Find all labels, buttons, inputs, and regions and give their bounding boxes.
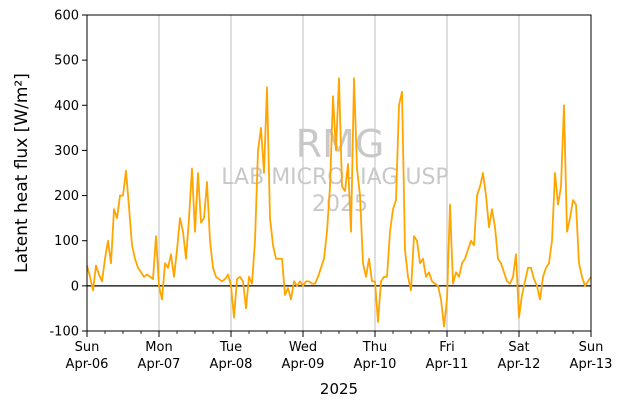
x-tick-date: Apr-10 (354, 357, 397, 372)
y-tick-label: 100 (54, 234, 79, 249)
x-tick-day: Fri (439, 340, 455, 355)
y-tick-label: 600 (54, 9, 79, 24)
x-tick-date: Apr-08 (210, 357, 253, 372)
y-tick-label: 300 (54, 144, 79, 159)
x-tick-day: Sun (579, 340, 604, 355)
x-tick-date: Apr-06 (66, 357, 109, 372)
watermark-line-3: 2025 (312, 192, 368, 217)
y-tick-label: 500 (54, 54, 79, 69)
x-axis-label: 2025 (320, 380, 358, 398)
series-line (86, 77, 592, 328)
watermark-line-2: LAB MICRO- IAG USP (221, 165, 448, 190)
y-axis-label-main: Latent heat flux (12, 132, 32, 273)
x-tick-day: Mon (145, 340, 172, 355)
y-tick-label: -100 (49, 325, 79, 340)
x-tick-day: Sat (508, 340, 529, 355)
y-axis-label-unit: [W/m²] (12, 73, 32, 132)
x-tick-date: Apr-13 (570, 357, 613, 372)
x-tick-date: Apr-07 (138, 357, 181, 372)
series-group (86, 77, 592, 328)
x-tick-day: Sun (75, 340, 100, 355)
y-tick-label: 0 (71, 279, 79, 294)
y-tick-label: 400 (54, 99, 79, 114)
y-axis-ticks: -100 0 100 200 300 400 500 600 (49, 9, 87, 340)
y-tick-label: 200 (54, 189, 79, 204)
x-tick-date: Apr-12 (498, 357, 541, 372)
watermark: RMG LAB MICRO- IAG USP 2025 (221, 122, 448, 217)
x-axis-ticks: Sun Apr-06 Mon Apr-07 Tue Apr-08 Wed Apr-09 Thu A… (66, 331, 613, 372)
x-tick-day: Tue (219, 340, 242, 355)
x-tick-day: Thu (362, 340, 387, 355)
x-tick-date: Apr-11 (426, 357, 469, 372)
x-tick-date: Apr-09 (282, 357, 325, 372)
y-axis-label: Latent heat flux [W/m²] (12, 73, 32, 273)
x-tick-day: Wed (289, 340, 317, 355)
